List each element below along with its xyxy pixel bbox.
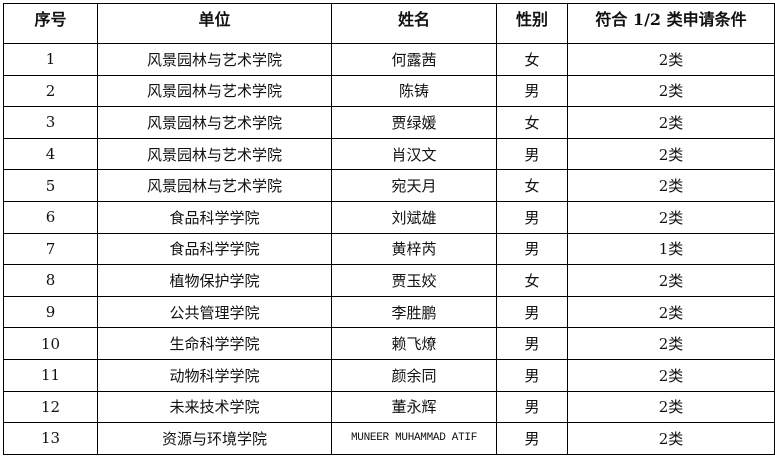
cell-category: 2类 <box>567 264 775 297</box>
cell-category: 2类 <box>567 358 775 392</box>
cell-name: 贾玉姣 <box>331 264 497 297</box>
cell-unit: 食品科学学院 <box>97 232 332 266</box>
cell-name: 宛天月 <box>331 169 497 202</box>
cell-index: 11 <box>3 358 98 392</box>
cell-unit: 风景园林与艺术学院 <box>97 74 332 108</box>
cell-unit: 植物保护学院 <box>97 264 332 297</box>
header-category: 符合 1/2 类申请条件 <box>567 3 775 44</box>
table-row: 2 风景园林与艺术学院 陈铸男 2类 <box>3 74 775 108</box>
cell-category: 2类 <box>567 327 775 360</box>
cell-index: 1 <box>3 43 98 76</box>
table-row: 10 生命科学学院 赖飞燎男 2类 <box>3 327 775 360</box>
header-row: 序号 单位 姓名 性别 符合 1/2 类申请条件 <box>3 3 775 44</box>
header-gender: 性别 <box>496 3 568 44</box>
cell-name: 刘斌雄 <box>331 200 497 234</box>
cell-index: 13 <box>3 422 98 455</box>
cell-gender: 男 <box>496 358 568 392</box>
cell-category: 2类 <box>567 106 775 139</box>
cell-gender: 女 <box>496 169 568 202</box>
cell-gender: 男 <box>496 137 568 171</box>
table-row: 3 风景园林与艺术学院 贾绿媛女 2类 <box>3 106 775 139</box>
table-row: 4 风景园林与艺术学院 肖汉文男 2类 <box>3 137 775 171</box>
cell-gender: 男 <box>496 232 568 266</box>
cell-gender: 男 <box>496 74 568 108</box>
cell-name: 贾绿媛 <box>331 106 497 139</box>
cell-index: 2 <box>3 74 98 108</box>
cell-unit: 风景园林与艺术学院 <box>97 137 332 171</box>
cell-unit: 未来技术学院 <box>97 390 332 424</box>
cell-category: 2类 <box>567 137 775 171</box>
cell-gender: 女 <box>496 43 568 76</box>
table-row: 9 公共管理学院 李胜鹏男 2类 <box>3 295 775 329</box>
cell-unit: 食品科学学院 <box>97 200 332 234</box>
cell-index: 8 <box>3 264 98 297</box>
cell-category: 2类 <box>567 43 775 76</box>
cell-category: 2类 <box>567 200 775 234</box>
header-name: 姓名 <box>331 3 497 44</box>
cell-gender: 男 <box>496 327 568 360</box>
table-row: 11 动物科学学院 颜余同男 2类 <box>3 358 775 392</box>
table-row: 5 风景园林与艺术学院 宛天月女 2类 <box>3 169 775 202</box>
cell-name: 董永辉 <box>331 390 497 424</box>
cell-index: 7 <box>3 232 98 266</box>
cell-index: 6 <box>3 200 98 234</box>
header-index: 序号 <box>3 3 98 44</box>
cell-category: 1类 <box>567 232 775 266</box>
table-row: 12 未来技术学院 董永辉男 2类 <box>3 390 775 424</box>
applicant-table: 序号 单位 姓名 性别 符合 1/2 类申请条件 1 风景园林与艺术学院 何露茜女 2… <box>3 3 775 455</box>
cell-index: 4 <box>3 137 98 171</box>
cell-category: 2类 <box>567 422 775 455</box>
cell-name: 何露茜 <box>331 43 497 76</box>
cell-index: 12 <box>3 390 98 424</box>
cell-gender: 男 <box>496 390 568 424</box>
cell-unit: 资源与环境学院 <box>97 422 332 455</box>
cell-category: 2类 <box>567 169 775 202</box>
table-row: 7 食品科学学院 黄梓芮男 1类 <box>3 232 775 266</box>
cell-unit: 公共管理学院 <box>97 295 332 329</box>
cell-index: 3 <box>3 106 98 139</box>
cell-unit: 风景园林与艺术学院 <box>97 43 332 76</box>
cell-gender: 男 <box>496 422 568 455</box>
cell-name: 李胜鹏 <box>331 295 497 329</box>
table-row: 8 植物保护学院 贾玉姣女 2类 <box>3 264 775 297</box>
cell-category: 2类 <box>567 74 775 108</box>
cell-name: MUNEER MUHAMMAD ATIF <box>331 422 497 455</box>
cell-category: 2类 <box>567 295 775 329</box>
cell-index: 5 <box>3 169 98 202</box>
cell-name: 陈铸 <box>331 74 497 108</box>
table-row: 1 风景园林与艺术学院 何露茜女 2类 <box>3 43 775 76</box>
cell-name: 肖汉文 <box>331 137 497 171</box>
cell-name: 颜余同 <box>331 358 497 392</box>
cell-index: 10 <box>3 327 98 360</box>
cell-unit: 动物科学学院 <box>97 358 332 392</box>
cell-name: 赖飞燎 <box>331 327 497 360</box>
cell-gender: 女 <box>496 106 568 139</box>
cell-index: 9 <box>3 295 98 329</box>
cell-unit: 风景园林与艺术学院 <box>97 169 332 202</box>
table-row: 13 资源与环境学院 MUNEER MUHAMMAD ATIF 男 2类 <box>3 422 775 455</box>
table-row: 6 食品科学学院 刘斌雄男 2类 <box>3 200 775 234</box>
cell-gender: 男 <box>496 295 568 329</box>
cell-gender: 女 <box>496 264 568 297</box>
cell-unit: 风景园林与艺术学院 <box>97 106 332 139</box>
cell-gender: 男 <box>496 200 568 234</box>
cell-name: 黄梓芮 <box>331 232 497 266</box>
cell-unit: 生命科学学院 <box>97 327 332 360</box>
header-unit: 单位 <box>97 3 332 44</box>
cell-category: 2类 <box>567 390 775 424</box>
